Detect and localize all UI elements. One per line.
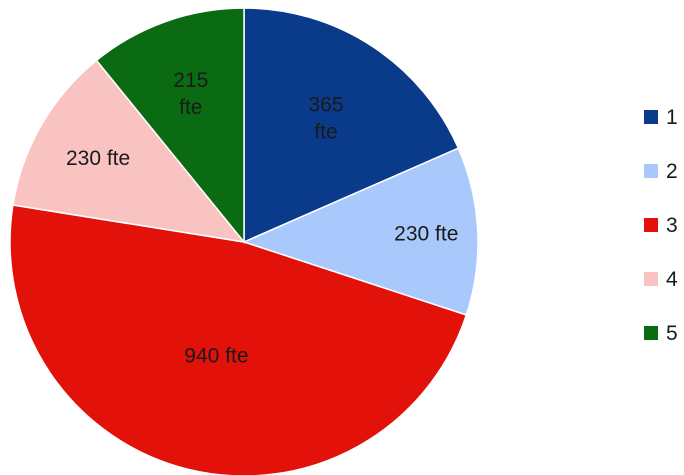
pie-slice-labels: 365 fte 230 fte 940 fte 230 fte 215 fte [66,69,458,368]
legend-label-5: 5 [666,322,678,345]
legend-label-2: 2 [666,160,678,183]
pie-slice-label-4: 230 fte [66,147,130,170]
legend-swatch-5 [644,326,658,340]
pie-slices [9,7,479,475]
pie-slice-label-5: 215 fte [173,69,208,119]
pie-slice-5 [95,7,245,245]
pie-slice-3 [9,204,468,475]
legend-swatch-2 [644,164,658,178]
pie-slice-label-3: 940 fte [184,345,248,368]
legend: 1 2 3 4 5 [644,106,678,345]
pie-slice-4 [12,59,246,244]
legend-label-3: 3 [666,214,678,237]
pie-slice-1 [243,7,460,244]
legend-label-1: 1 [666,106,678,129]
pie-slice-2 [241,147,479,316]
legend-swatch-3 [644,218,658,232]
pie-slice-label-2: 230 fte [394,222,458,245]
legend-swatch-1 [644,110,658,124]
legend-swatch-4 [644,272,658,286]
pie-slice-label-1: 365 fte [308,94,343,144]
legend-label-4: 4 [666,268,678,291]
